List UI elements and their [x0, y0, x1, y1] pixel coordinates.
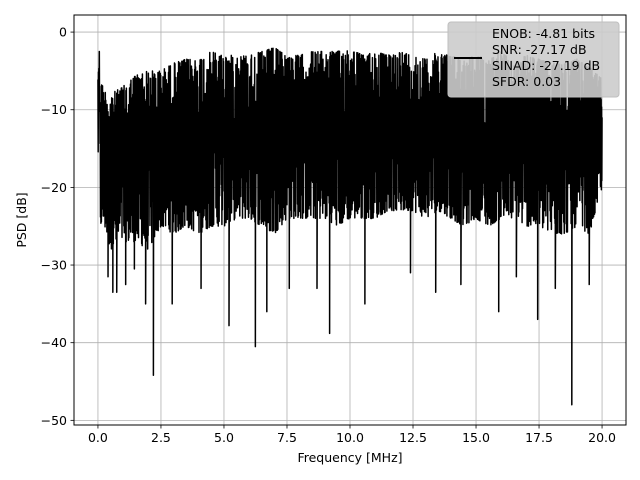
y-axis-label: PSD [dB]: [14, 192, 29, 247]
x-tick-label: 15.0: [462, 430, 490, 445]
y-tick-label: −20: [41, 180, 67, 195]
legend-entry-enob: ENOB: -4.81 bits: [492, 26, 595, 41]
x-tick-label: 2.5: [151, 430, 171, 445]
x-tick-label: 17.5: [525, 430, 553, 445]
y-tick-label: 0: [59, 25, 67, 40]
legend-entry-snr: SNR: -27.17 dB: [492, 42, 587, 57]
y-tick-label: −40: [41, 335, 67, 350]
x-tick-label: 12.5: [399, 430, 427, 445]
psd-series: [97, 47, 603, 406]
y-tick-label: −30: [41, 258, 67, 273]
y-tick-label: −10: [41, 102, 67, 117]
legend: ENOB: -4.81 bits SNR: -27.17 dB SINAD: -…: [447, 21, 620, 98]
legend-entry-sfdr: SFDR: 0.03: [492, 74, 561, 89]
x-tick-label: 20.0: [588, 430, 616, 445]
x-tick-label: 7.5: [277, 430, 297, 445]
psd-trace: [97, 47, 603, 406]
axis-ticks: 0.0 2.5 5.0 7.5 10.0 12.5 15.0 17.5 20.0 0 −10 −20 −…: [41, 25, 616, 445]
legend-box: [447, 21, 620, 98]
legend-entry-sinad: SINAD: -27.19 dB: [492, 58, 600, 73]
x-tick-label: 10.0: [336, 430, 364, 445]
x-tick-label: 5.0: [214, 430, 234, 445]
y-tick-label: −50: [41, 413, 67, 428]
x-tick-label: 0.0: [88, 430, 108, 445]
x-axis-label: Frequency [MHz]: [297, 450, 402, 465]
